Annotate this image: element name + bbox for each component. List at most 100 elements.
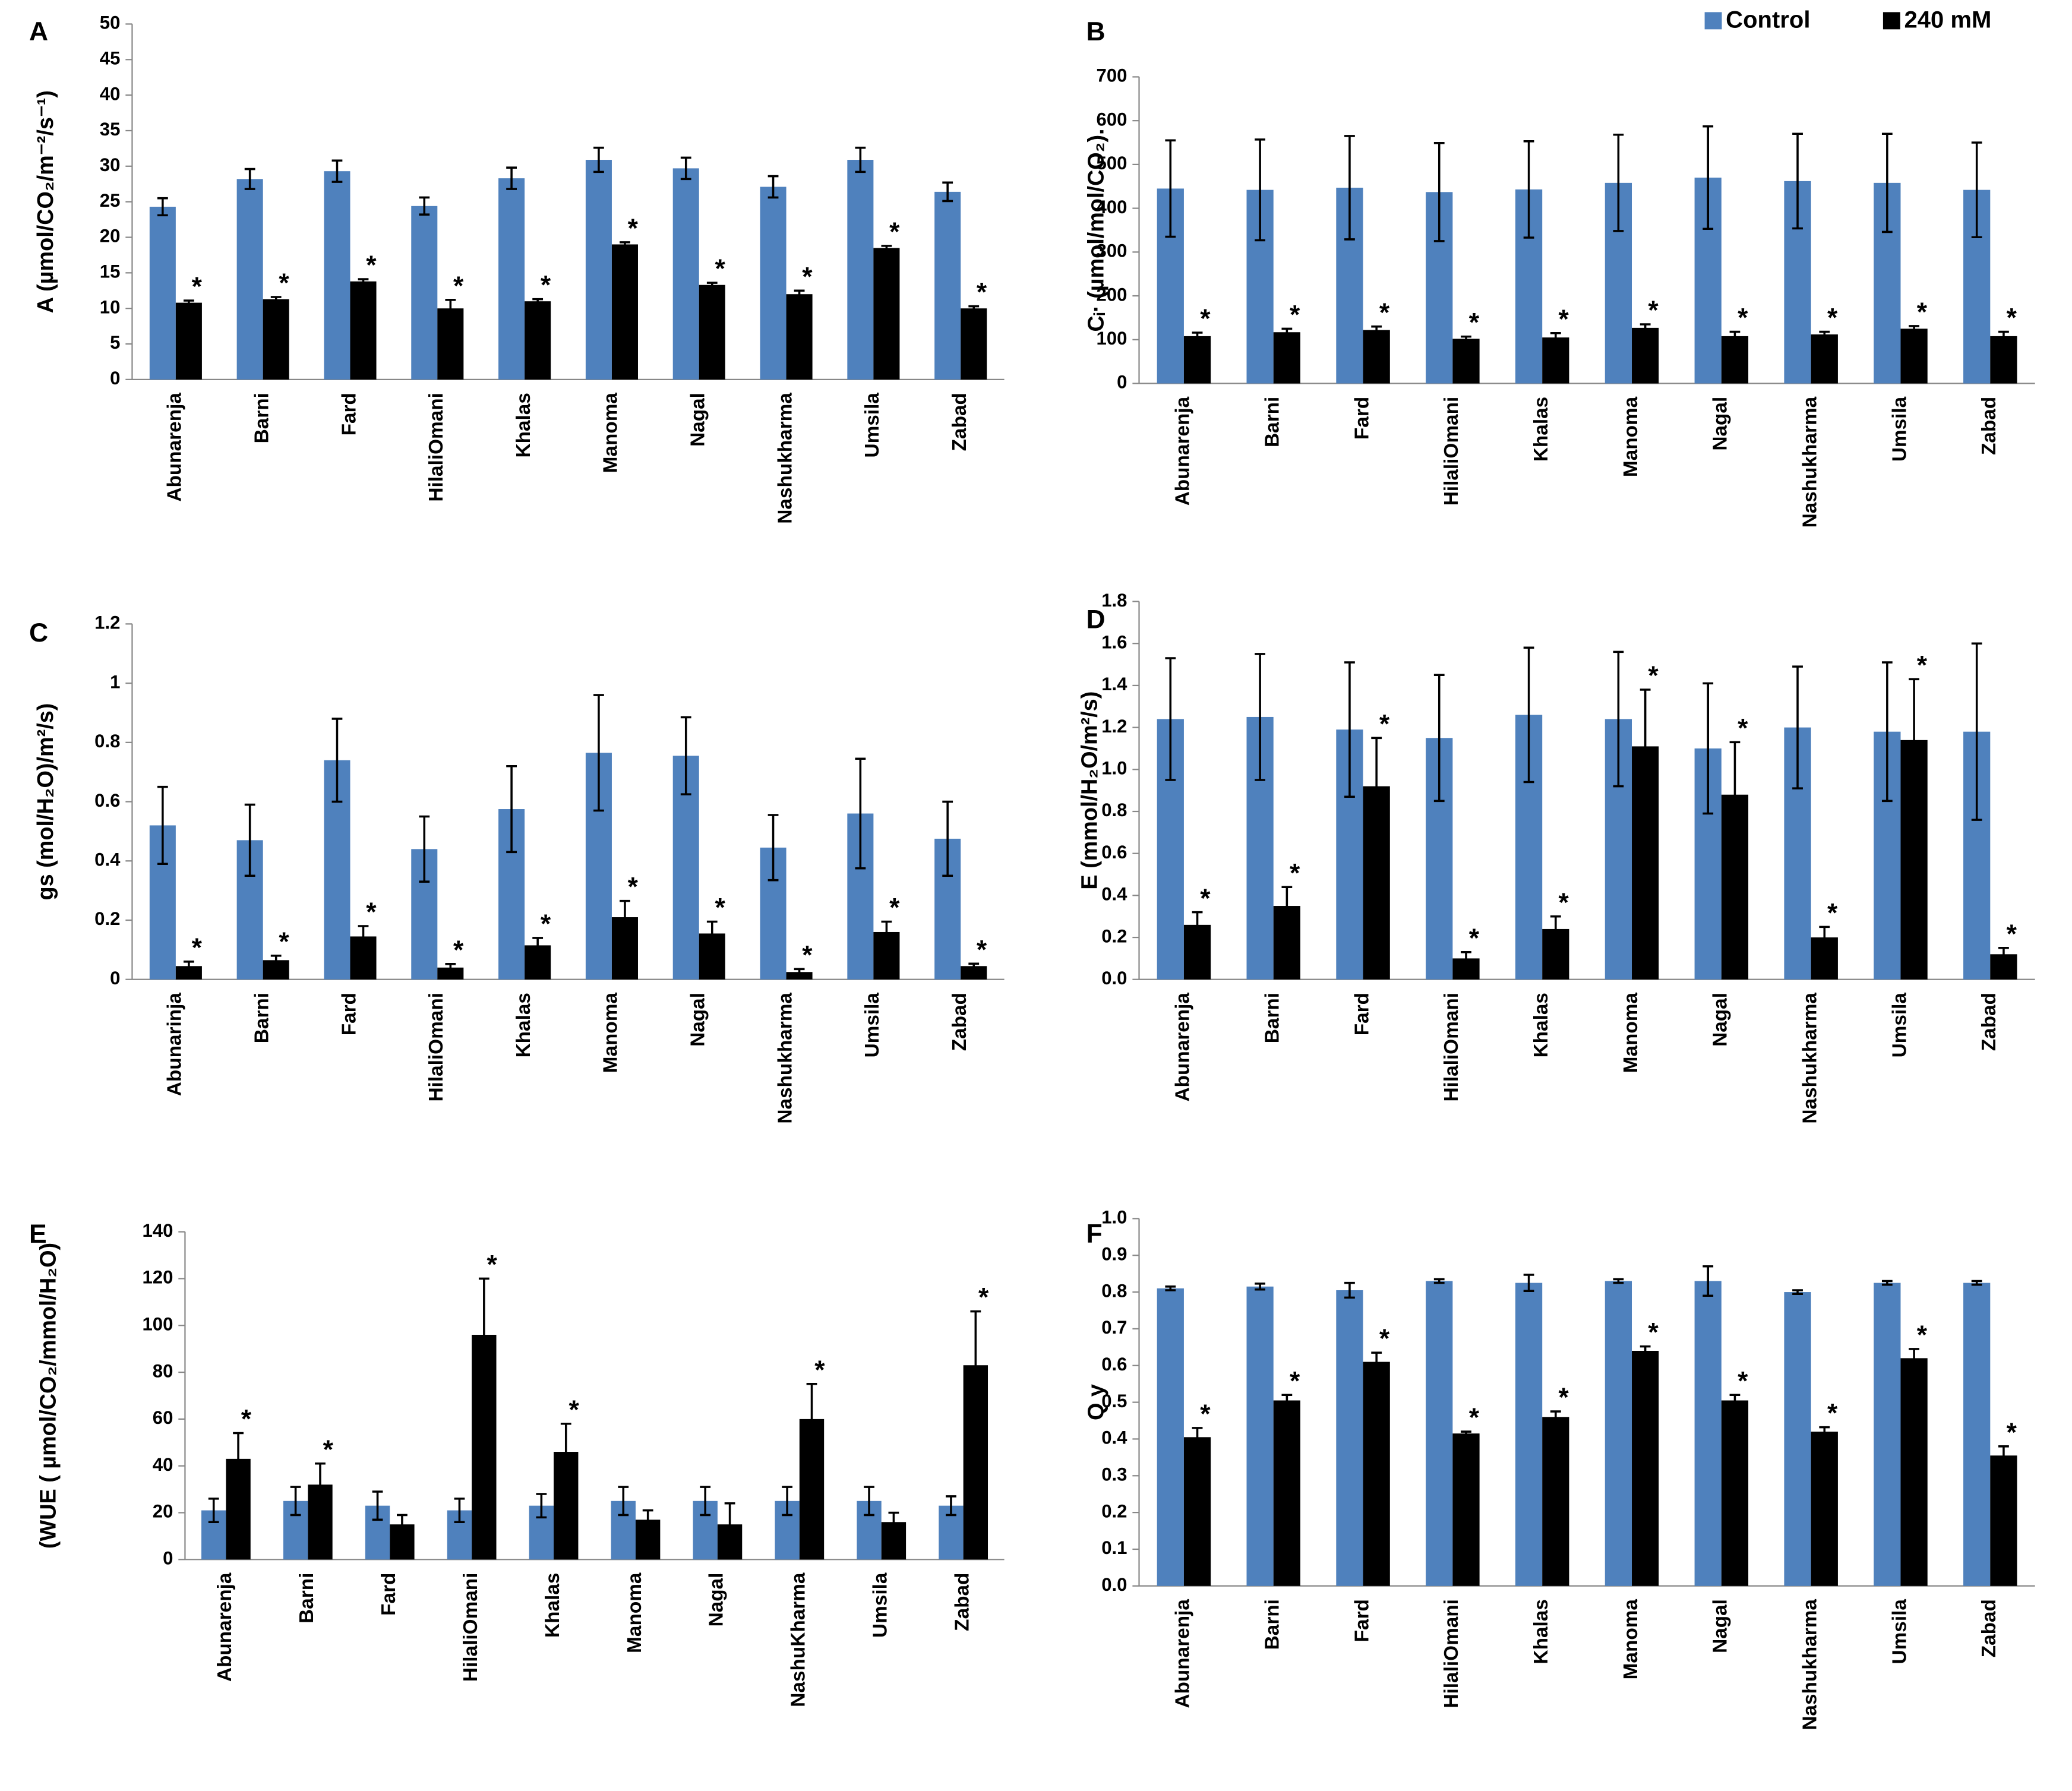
significance-marker: *: [453, 271, 464, 301]
significance-marker: *: [366, 251, 377, 280]
x-tick-label: Zabad: [951, 1573, 973, 1631]
bar: [1157, 1288, 1184, 1586]
x-tick-label: Zabad: [1978, 993, 2000, 1051]
significance-marker: *: [1559, 1383, 1569, 1412]
bar: [1273, 1400, 1300, 1586]
error-bar: [968, 962, 980, 970]
y-tick-label: 0.8: [1101, 800, 1127, 820]
x-tick-label: HilaliOmani: [460, 1573, 482, 1682]
x-tick-label: Manoma: [624, 1572, 646, 1653]
significance-marker: *: [1917, 650, 1928, 680]
bar: [437, 308, 464, 380]
bar: [1426, 1281, 1453, 1586]
bar: [961, 966, 987, 980]
error-bar: [1523, 140, 1534, 239]
x-tick-label: Barni: [251, 993, 273, 1043]
error-bar: [1971, 141, 1982, 239]
error-bar: [855, 146, 866, 173]
x-tick-label: Khalas: [513, 993, 535, 1057]
error-bar: [1881, 1280, 1893, 1286]
x-tick-label: Zabad: [949, 993, 971, 1051]
significance-marker: *: [1738, 713, 1748, 743]
significance-marker: *: [1559, 888, 1569, 917]
panel-label: D: [1086, 605, 1106, 634]
error-bar: [593, 694, 604, 812]
error-bar: [946, 1495, 956, 1517]
x-tick-label: Zabad: [1978, 1599, 2000, 1657]
x-tick-label: Nashukharma: [1799, 1599, 1821, 1730]
y-tick-label: 0.9: [1101, 1243, 1127, 1264]
y-tick-label: 0.3: [1101, 1464, 1127, 1484]
significance-marker: *: [1290, 300, 1300, 329]
error-bar: [1344, 661, 1355, 798]
x-tick-label: Khalas: [513, 393, 535, 457]
y-tick-label: 400: [1097, 197, 1127, 217]
significance-marker: *: [279, 269, 289, 298]
significance-marker: *: [1559, 305, 1569, 334]
error-bar: [620, 241, 630, 248]
significance-marker: *: [1648, 296, 1659, 325]
error-bar: [1461, 335, 1471, 342]
error-bar: [1613, 1278, 1624, 1284]
bar: [1246, 1286, 1274, 1586]
x-tick-label: Umsila: [861, 993, 883, 1058]
bar: [236, 179, 263, 380]
x-tick-label: HilaliOmani: [1441, 1599, 1463, 1708]
bar: [1336, 1290, 1363, 1586]
error-bar: [532, 298, 544, 305]
error-bar: [244, 168, 255, 190]
error-bar: [397, 1514, 408, 1535]
error-bar: [1371, 1351, 1382, 1372]
error-bar: [532, 937, 544, 954]
error-bar: [1344, 1281, 1355, 1299]
error-bar: [620, 899, 630, 935]
x-tick-label: Nagal: [687, 393, 709, 447]
error-bar: [1998, 946, 2009, 962]
y-tick-label: 10: [100, 296, 121, 317]
bar: [1363, 1362, 1390, 1586]
y-tick-label: 0.2: [1101, 925, 1127, 946]
error-bar: [968, 305, 980, 312]
significance-marker: *: [1917, 1321, 1928, 1350]
significance-marker: *: [814, 1356, 825, 1385]
significance-marker: *: [1290, 1366, 1300, 1395]
error-bar: [233, 1432, 244, 1486]
error-bar: [881, 245, 892, 251]
y-tick-label: 700: [1097, 65, 1127, 86]
bar: [1542, 1417, 1569, 1586]
x-tick-label: Umsila: [1888, 396, 1910, 462]
x-tick-label: NashuKharma: [788, 1572, 810, 1707]
error-bar: [1703, 1265, 1714, 1297]
error-bar: [767, 814, 779, 882]
bar: [149, 207, 176, 380]
error-bar: [724, 1502, 735, 1547]
x-tick-label: Nashukharma: [1799, 396, 1821, 527]
y-tick-label: 500: [1097, 153, 1127, 173]
bar: [411, 206, 438, 380]
x-tick-label: Fard: [338, 393, 360, 435]
error-bar: [331, 159, 343, 183]
error-bar: [888, 1511, 899, 1533]
error-bar: [1165, 657, 1176, 781]
y-tick-label: 0.6: [94, 790, 120, 811]
bar: [1183, 336, 1211, 384]
significance-marker: *: [1648, 1318, 1659, 1347]
error-bar: [942, 181, 953, 203]
significance-marker: *: [1379, 1324, 1390, 1353]
y-tick-label: 20: [153, 1501, 173, 1522]
x-tick-label: Nashukharma: [1799, 993, 1821, 1124]
y-tick-label: 0.8: [94, 731, 120, 751]
bar: [1273, 332, 1300, 384]
bar: [1721, 1400, 1749, 1586]
error-bar: [706, 282, 718, 289]
x-tick-label: Khalas: [1530, 397, 1552, 462]
significance-marker: *: [1469, 924, 1480, 953]
y-tick-label: 1.0: [1101, 1207, 1127, 1228]
panel-label: B: [1086, 17, 1106, 46]
significance-marker: *: [279, 927, 289, 956]
error-bar: [680, 156, 691, 181]
x-tick-label: HilaliOmani: [425, 393, 447, 502]
error-bar: [478, 1277, 489, 1392]
significance-marker: *: [628, 873, 639, 902]
bar: [1542, 337, 1569, 384]
